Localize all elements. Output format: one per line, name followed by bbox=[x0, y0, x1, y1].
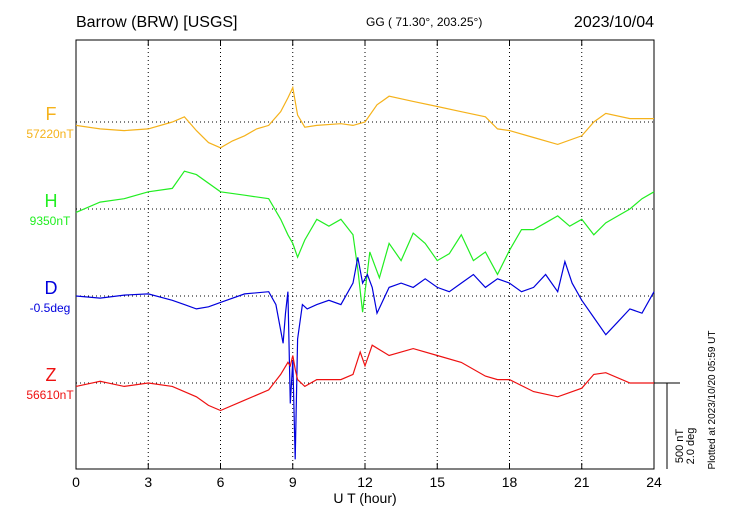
x-tick-label-15: 15 bbox=[429, 474, 445, 490]
series-name-F: F bbox=[46, 104, 57, 124]
plot-date: 2023/10/04 bbox=[574, 14, 654, 31]
series-name-Z: Z bbox=[46, 365, 57, 385]
series-name-H: H bbox=[45, 191, 58, 211]
scale-nt-label: 500 nT bbox=[674, 429, 686, 464]
grid-lines bbox=[147, 40, 583, 469]
trace-D bbox=[75, 257, 655, 460]
x-tick-label-6: 6 bbox=[217, 474, 225, 490]
x-tick-label-21: 21 bbox=[574, 474, 590, 490]
trace-Z bbox=[75, 344, 654, 412]
trace-F bbox=[75, 85, 654, 149]
series-traces bbox=[75, 85, 655, 460]
series-labels: F 57220nT H 9350nT D -0.5deg Z 56610nT bbox=[26, 104, 74, 402]
series-baseline-F: 57220nT bbox=[26, 127, 74, 141]
x-axis-label: U T (hour) bbox=[333, 490, 396, 506]
x-tick-label-3: 3 bbox=[144, 474, 152, 490]
series-name-D: D bbox=[45, 278, 58, 298]
x-tick-label-9: 9 bbox=[289, 474, 297, 490]
x-tick-label-18: 18 bbox=[502, 474, 518, 490]
series-baseline-Z: 56610nT bbox=[26, 388, 74, 402]
x-axis-ticks: 0 3 6 9 12 15 18 21 24 bbox=[72, 40, 662, 490]
trace-H bbox=[75, 170, 655, 313]
scale-deg-label: 2.0 deg bbox=[685, 428, 697, 465]
series-baseline-H: 9350nT bbox=[30, 214, 71, 228]
series-baseline-D: -0.5deg bbox=[30, 301, 71, 315]
scale-bar: 500 nT 2.0 deg bbox=[654, 382, 697, 469]
station-coordinates: GG ( 71.30°, 203.25°) bbox=[366, 15, 482, 29]
x-tick-label-24: 24 bbox=[646, 474, 662, 490]
station-title: Barrow (BRW) [USGS] bbox=[76, 14, 238, 31]
x-tick-label-0: 0 bbox=[72, 474, 80, 490]
x-tick-label-12: 12 bbox=[357, 474, 373, 490]
plotted-at-note: Plotted at 2023/10/20 05:59 UT bbox=[707, 331, 718, 470]
